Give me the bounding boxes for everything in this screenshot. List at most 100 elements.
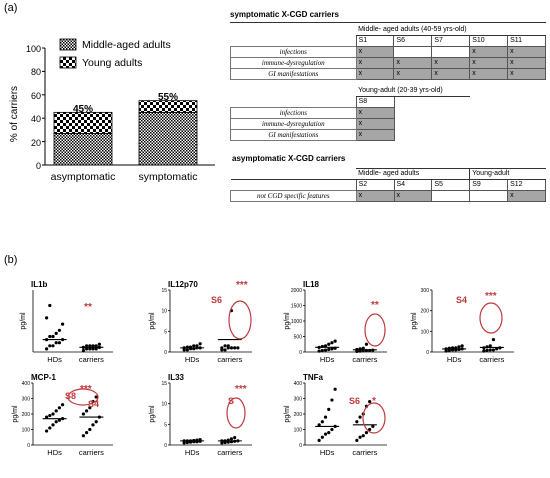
data-point bbox=[323, 415, 328, 419]
outlier-circle bbox=[479, 302, 503, 334]
dot-plot-mcp-1: 0 100 200 300 400 pg/ml MCP-1 HDs carriers *** S8 S… bbox=[12, 373, 113, 457]
dot-plot-ylabel: pg/ml bbox=[20, 312, 27, 330]
significance-marker: *** bbox=[80, 384, 92, 395]
outlier-label: S6 bbox=[211, 295, 222, 305]
data-point bbox=[317, 349, 321, 353]
data-point bbox=[81, 434, 85, 438]
data-point bbox=[229, 437, 234, 441]
table-cell: x bbox=[355, 129, 395, 141]
bar-segment-symptomatic-middle-aged bbox=[138, 111, 198, 166]
data-point bbox=[48, 413, 52, 418]
data-point bbox=[320, 420, 324, 424]
dot-plot-tick-label: 2000 bbox=[291, 288, 302, 294]
dot-plot-tick-label: 15 bbox=[161, 288, 167, 294]
bar-tick-label: 0 bbox=[36, 161, 41, 171]
data-point bbox=[94, 344, 98, 348]
data-point bbox=[361, 346, 365, 350]
table-cell: x bbox=[355, 190, 395, 202]
bar-category-label-symptomatic: symptomatic bbox=[139, 171, 198, 183]
bar-tick-label: 100 bbox=[26, 44, 41, 54]
asymptomatic-table-title: asymptomatic X-CGD carriers bbox=[232, 154, 346, 163]
stacked-bar-chart: Middle-aged adults Young adults % of car… bbox=[9, 38, 215, 183]
bar-category-label-asymptomatic: asymptomatic bbox=[51, 171, 116, 183]
bar-data-label-asymptomatic: 45% bbox=[73, 104, 93, 115]
dot-plot-category-label: HDs bbox=[185, 448, 200, 457]
data-point bbox=[330, 341, 334, 345]
dot-plot-tick-label: 0 bbox=[299, 443, 302, 449]
dot-plot-category-label: carriers bbox=[217, 448, 242, 457]
symptomatic-young-adult-table: Young-adult (20-39 yrs-old) S8 infection… bbox=[230, 86, 470, 141]
data-point bbox=[88, 406, 92, 410]
data-point bbox=[361, 434, 365, 438]
data-point bbox=[226, 344, 230, 348]
table-cell: x bbox=[507, 68, 546, 80]
data-point bbox=[61, 403, 65, 407]
data-point bbox=[88, 344, 92, 348]
outlier-label: S6 bbox=[349, 396, 360, 406]
data-point bbox=[223, 348, 227, 352]
dot-plot-tick-label: 0 bbox=[164, 443, 167, 449]
data-point bbox=[457, 345, 461, 349]
table-cell: x bbox=[393, 68, 433, 80]
data-point bbox=[495, 347, 499, 351]
dot-plot-tick-label: 300 bbox=[294, 397, 303, 403]
data-point bbox=[94, 420, 98, 424]
data-point bbox=[51, 334, 55, 339]
asymptomatic-table: Middle- aged adults Young-adult S2 S4 S5… bbox=[230, 168, 546, 202]
dot-plot-title: IL18 bbox=[303, 280, 320, 289]
data-point bbox=[317, 423, 321, 427]
data-point bbox=[85, 344, 89, 348]
dot-plot-tick-label: 15 bbox=[161, 381, 167, 387]
panel-a-label: (a) bbox=[4, 2, 18, 14]
dot-plot-ylabel: pg/ml bbox=[284, 405, 291, 423]
data-point bbox=[330, 427, 334, 432]
panel-b-label: (b) bbox=[4, 254, 18, 266]
data-point bbox=[45, 316, 49, 320]
data-point bbox=[97, 342, 101, 346]
data-point bbox=[48, 344, 52, 348]
data-point bbox=[327, 347, 331, 352]
data-point bbox=[485, 348, 489, 352]
dot-plot-title: IL12p70 bbox=[168, 280, 198, 289]
data-point bbox=[229, 346, 234, 350]
data-point bbox=[91, 423, 95, 427]
dot-plot-category-label: HDs bbox=[185, 355, 200, 364]
row-label-not-cgd-specific: not CGD specific features bbox=[230, 190, 357, 202]
data-point bbox=[482, 349, 486, 353]
data-point bbox=[330, 347, 334, 351]
dot-plot-tick-label: 300 bbox=[421, 288, 430, 294]
symptomatic-middle-aged-table: Middle- aged adults (40-59 yrs-old) S1 S… bbox=[230, 25, 546, 80]
data-point bbox=[88, 347, 92, 351]
data-point bbox=[51, 412, 55, 416]
dot-plot-ylabel: pg/ml bbox=[149, 405, 156, 423]
data-point bbox=[488, 344, 492, 348]
data-point bbox=[198, 342, 202, 346]
table-cell: x bbox=[469, 68, 509, 80]
dot-plot-category-label: carriers bbox=[79, 355, 104, 364]
outlier-circle bbox=[228, 300, 252, 340]
data-point bbox=[460, 344, 464, 348]
dot-plot-tick-label: 10 bbox=[161, 402, 167, 408]
data-point bbox=[91, 344, 95, 348]
data-point bbox=[57, 418, 62, 422]
dot-plot-tick-label: 100 bbox=[294, 428, 303, 434]
data-point bbox=[491, 348, 496, 352]
dot-plot-unlabeled: 0 100 200 300 pg/ml HDs carriers *** S4 bbox=[411, 288, 514, 364]
data-point bbox=[85, 347, 89, 351]
data-point bbox=[317, 438, 321, 442]
outlier-label: S8 bbox=[65, 391, 76, 401]
data-point bbox=[220, 346, 224, 350]
dot-plot-ylabel: pg/ml bbox=[411, 312, 418, 330]
young-adult-header: Young-adult (20-39 yrs-old) bbox=[356, 86, 470, 97]
title-underline bbox=[230, 22, 546, 23]
data-point bbox=[94, 395, 98, 399]
data-point bbox=[364, 431, 369, 435]
dot-plot-category-label: carriers bbox=[79, 448, 104, 457]
dot-plot-category-label: HDs bbox=[320, 355, 335, 364]
data-point bbox=[355, 420, 359, 424]
data-point bbox=[333, 339, 337, 343]
bar-segment-symptomatic-young bbox=[138, 100, 198, 113]
outlier-circle bbox=[67, 388, 99, 406]
data-point bbox=[54, 409, 58, 413]
data-point bbox=[45, 429, 49, 433]
